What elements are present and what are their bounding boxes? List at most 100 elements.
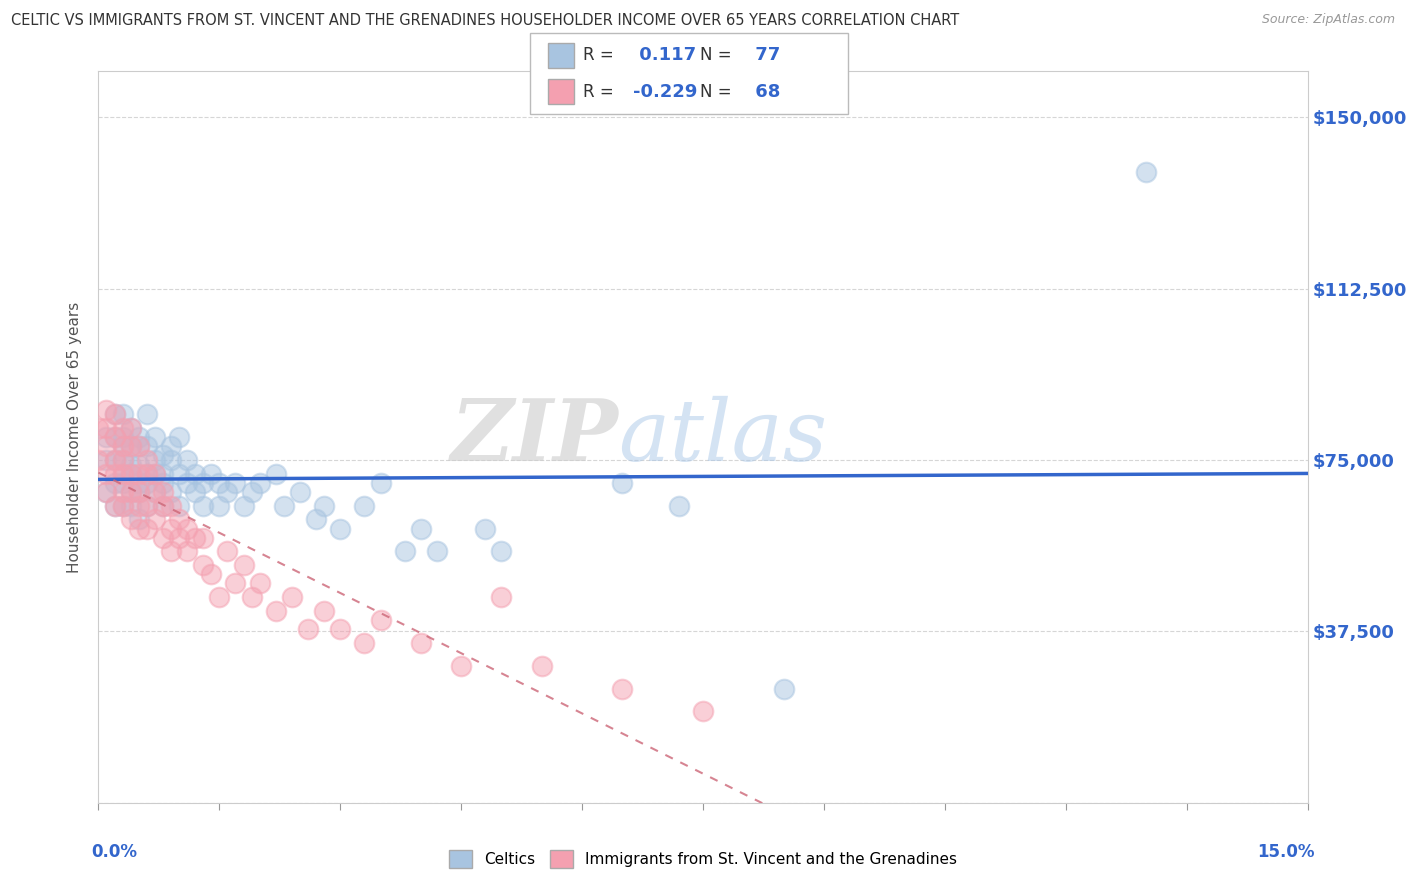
Text: 68: 68 <box>749 83 780 101</box>
Point <box>103 430 125 444</box>
Point <box>120 467 142 481</box>
Point <box>167 430 190 444</box>
Point <box>167 467 190 481</box>
Point <box>160 484 183 499</box>
Point <box>135 499 157 513</box>
Point <box>200 467 222 481</box>
Point <box>143 512 166 526</box>
Point <box>111 499 134 513</box>
Text: ZIP: ZIP <box>450 395 619 479</box>
Point <box>135 407 157 421</box>
Point <box>111 467 134 481</box>
Point <box>128 521 150 535</box>
Legend: Celtics, Immigrants from St. Vincent and the Grenadines: Celtics, Immigrants from St. Vincent and… <box>449 850 957 868</box>
Point <box>224 576 246 591</box>
Point <box>96 453 118 467</box>
Point <box>120 421 142 435</box>
Point <box>111 484 134 499</box>
Point <box>103 453 125 467</box>
Point <box>167 499 190 513</box>
Point <box>103 475 125 490</box>
Point <box>128 439 150 453</box>
Point <box>288 484 311 499</box>
Point <box>176 453 198 467</box>
Point <box>120 458 142 472</box>
Point <box>120 467 142 481</box>
Point <box>193 531 215 545</box>
Point <box>314 604 336 618</box>
Point <box>128 430 150 444</box>
Point <box>128 475 150 490</box>
Point <box>370 475 392 490</box>
Point <box>96 402 118 417</box>
Point <box>232 499 254 513</box>
Point <box>96 421 118 435</box>
Point <box>152 475 174 490</box>
Text: 0.117: 0.117 <box>633 46 696 64</box>
Point <box>160 439 183 453</box>
Point <box>120 421 142 435</box>
Point <box>135 467 157 481</box>
Point <box>224 475 246 490</box>
Point <box>120 439 142 453</box>
Point <box>120 439 142 453</box>
Point <box>135 475 157 490</box>
Point <box>120 512 142 526</box>
Point <box>353 499 375 513</box>
Point <box>160 521 183 535</box>
Point <box>193 499 215 513</box>
Point <box>103 499 125 513</box>
Point <box>297 622 319 636</box>
Point <box>249 576 271 591</box>
Point <box>111 407 134 421</box>
Point <box>87 421 110 435</box>
Point <box>208 499 231 513</box>
Point <box>152 484 174 499</box>
Point <box>184 467 207 481</box>
Text: atlas: atlas <box>619 396 828 478</box>
Point <box>530 658 553 673</box>
Point <box>111 430 134 444</box>
Point <box>329 622 352 636</box>
Point <box>314 499 336 513</box>
Point <box>370 613 392 627</box>
Point <box>128 512 150 526</box>
Point <box>264 467 287 481</box>
Point <box>184 531 207 545</box>
Point <box>120 484 142 499</box>
Point <box>167 531 190 545</box>
Point <box>128 499 150 513</box>
Point <box>128 467 150 481</box>
Point <box>160 544 183 558</box>
Point <box>135 467 157 481</box>
Point <box>103 499 125 513</box>
Point <box>135 453 157 467</box>
Point <box>96 439 118 453</box>
Point <box>409 636 432 650</box>
Point <box>96 430 118 444</box>
Point <box>612 681 634 696</box>
Text: 77: 77 <box>749 46 780 64</box>
Text: R =: R = <box>583 46 614 64</box>
Point <box>103 407 125 421</box>
Point <box>176 521 198 535</box>
Point <box>353 636 375 650</box>
Y-axis label: Householder Income Over 65 years: Householder Income Over 65 years <box>67 301 83 573</box>
Point <box>232 558 254 573</box>
Point <box>264 604 287 618</box>
Point <box>329 521 352 535</box>
Point <box>200 567 222 582</box>
Point <box>491 544 513 558</box>
Point <box>143 467 166 481</box>
Point <box>184 484 207 499</box>
Point <box>152 499 174 513</box>
Point <box>128 484 150 499</box>
Point <box>152 531 174 545</box>
Point <box>103 430 125 444</box>
Point <box>240 590 263 604</box>
Point <box>111 453 134 467</box>
Point <box>111 453 134 467</box>
Text: -0.229: -0.229 <box>633 83 697 101</box>
Point <box>273 499 295 513</box>
Point <box>120 499 142 513</box>
